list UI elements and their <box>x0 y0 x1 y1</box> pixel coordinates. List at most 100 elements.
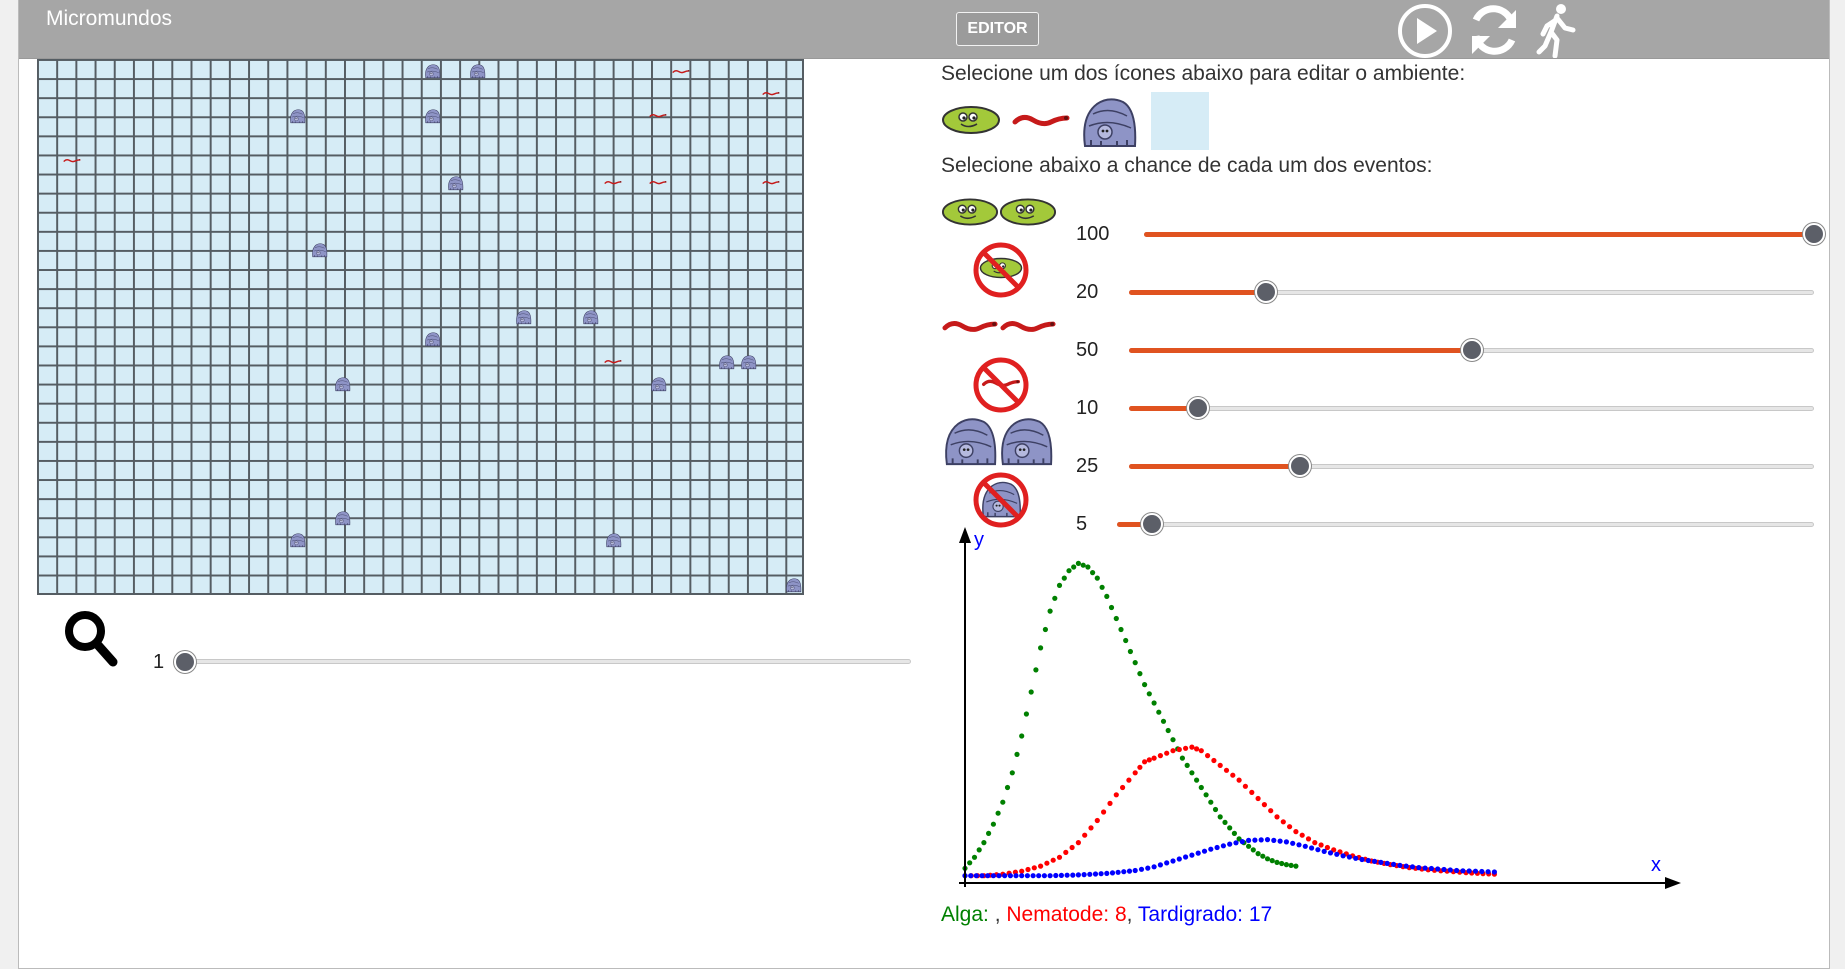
alga-icon[interactable] <box>941 104 1001 136</box>
tardigrado-point <box>1053 872 1059 879</box>
walk-icon[interactable] <box>1535 2 1579 58</box>
nematode-point <box>1088 825 1094 831</box>
grid-tardigrade[interactable] <box>311 242 328 258</box>
x-axis-arrow <box>1665 877 1681 889</box>
nematode-point <box>1217 762 1223 768</box>
nematode-point <box>1205 753 1211 759</box>
alga-point <box>1279 860 1285 867</box>
alga-point <box>1042 626 1048 633</box>
tardigrado-point <box>1271 837 1277 843</box>
nematode-point <box>1056 854 1063 860</box>
grid-nematode[interactable] <box>63 157 81 164</box>
tardigrado-point <box>1416 865 1422 871</box>
tardigrade-legend-label: Tardigrado: <box>1137 903 1249 926</box>
alga-point <box>1118 626 1124 633</box>
grid-nematode[interactable] <box>672 68 690 75</box>
alga-legend-label: Alga: <box>941 903 995 926</box>
tardigrade-icon[interactable] <box>1079 94 1139 150</box>
alga-death-slider-thumb[interactable] <box>1255 281 1277 303</box>
editor-button[interactable]: EDITOR <box>956 12 1039 46</box>
grid-nematode[interactable] <box>762 90 781 97</box>
tardigrado-point <box>1239 839 1245 845</box>
nematode-point <box>1050 857 1056 863</box>
grid-tardigrade[interactable] <box>424 331 441 347</box>
tardigrado-point <box>1195 850 1201 856</box>
tardigrade-death-value: 5 <box>1076 513 1088 535</box>
tardigrade-death-slider-thumb[interactable] <box>1140 513 1163 535</box>
grid-tardigrade[interactable] <box>334 376 351 392</box>
alga-death-value: 20 <box>1076 281 1099 303</box>
empty-cell-swatch[interactable] <box>1151 92 1209 150</box>
nematode-point <box>1137 764 1143 770</box>
tardigrado-point <box>1115 869 1121 875</box>
grid-tardigrade[interactable] <box>447 175 464 191</box>
grid-tardigrade[interactable] <box>424 63 441 79</box>
nematode-reproduction-slider-thumb[interactable] <box>1460 339 1483 361</box>
tardigrade-reproduction-value: 25 <box>1076 455 1099 477</box>
tardigrado-point <box>1258 837 1264 843</box>
alga-point <box>1194 777 1200 783</box>
alga-point <box>1023 711 1029 717</box>
alga-point <box>1038 645 1044 651</box>
alga-point <box>1094 575 1100 581</box>
tardigrado-point <box>1109 870 1116 876</box>
nematode-death-slider[interactable] <box>1129 406 1814 411</box>
nematode-point <box>1063 849 1069 855</box>
grid-tardigrade[interactable] <box>469 63 486 79</box>
nematode-point <box>1305 836 1312 842</box>
tardigrado-point <box>1460 868 1466 874</box>
grid-tardigrade[interactable] <box>740 354 757 370</box>
grid-tardigrade[interactable] <box>650 376 667 392</box>
grid-tardigrade[interactable] <box>515 309 532 325</box>
y-axis-label: y <box>974 529 984 551</box>
tardigrado-point <box>1087 871 1093 877</box>
grid-tardigrade[interactable] <box>582 309 599 325</box>
grid-nematode[interactable] <box>604 179 623 186</box>
grid-nematode[interactable] <box>649 112 668 119</box>
tardigrado-point <box>1283 839 1289 845</box>
grid-tardigrade[interactable] <box>718 354 735 370</box>
nematode-icon[interactable] <box>1011 110 1071 130</box>
grid-tardigrade[interactable] <box>605 532 622 548</box>
zoom-track[interactable] <box>185 659 911 664</box>
tardigrado-point <box>1466 868 1472 874</box>
tardigrado-point <box>973 873 979 879</box>
tardigrade-reproduction-slider-thumb[interactable] <box>1289 455 1312 477</box>
tardigrado-point <box>1157 862 1163 868</box>
zoom-thumb[interactable] <box>174 651 196 673</box>
tardigrado-point <box>996 873 1002 879</box>
tardigrado-point <box>1170 858 1176 864</box>
grid-tardigrade[interactable] <box>334 510 351 526</box>
alga-point <box>1250 847 1256 853</box>
alga-point <box>1146 691 1152 697</box>
grid-tardigrade[interactable] <box>424 108 441 124</box>
nematode-reproduction-slider-fill <box>1129 348 1472 353</box>
nematode-point <box>1198 748 1204 754</box>
refresh-icon[interactable] <box>1464 2 1524 58</box>
alga-reproduction-slider-thumb[interactable] <box>1803 223 1825 245</box>
world-grid[interactable] <box>37 59 804 595</box>
tardigrado-point <box>968 873 974 879</box>
grid-nematode[interactable] <box>604 358 623 365</box>
grid-tardigrade[interactable] <box>289 108 306 124</box>
alga-point <box>1231 830 1237 836</box>
grid-nematode[interactable] <box>649 179 668 186</box>
tardigrado-point <box>1214 844 1220 851</box>
alga-point <box>1123 637 1129 644</box>
nematode-point <box>1242 783 1248 789</box>
tardigrado-point <box>1409 864 1416 870</box>
alga-point <box>1269 858 1275 864</box>
app-window: Micromundos EDITOR 1 Selecione um dos íc… <box>18 0 1830 969</box>
grid-nematode[interactable] <box>762 179 781 186</box>
grid-tardigrade[interactable] <box>289 532 306 548</box>
tardigrado-point <box>1302 843 1308 849</box>
tardigrado-point <box>990 873 996 879</box>
alga-death-slider-fill <box>1129 290 1266 295</box>
alga-point <box>1137 671 1143 677</box>
nematode-death-slider-thumb[interactable] <box>1186 397 1209 419</box>
alga-death-icon <box>971 240 1031 300</box>
tardigrado-point <box>1047 873 1053 879</box>
grid-tardigrade[interactable] <box>785 577 802 593</box>
play-icon[interactable] <box>1396 2 1454 58</box>
nematode-point <box>1151 755 1157 761</box>
